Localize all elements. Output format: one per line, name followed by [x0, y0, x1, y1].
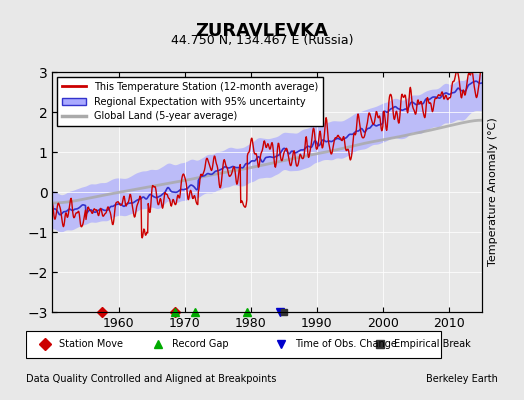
FancyBboxPatch shape: [26, 331, 441, 358]
Text: Empirical Break: Empirical Break: [394, 339, 471, 349]
Legend: This Temperature Station (12-month average), Regional Expectation with 95% uncer: This Temperature Station (12-month avera…: [57, 77, 323, 126]
Y-axis label: Temperature Anomaly (°C): Temperature Anomaly (°C): [488, 118, 498, 266]
Text: Time of Obs. Change: Time of Obs. Change: [295, 339, 397, 349]
Text: Record Gap: Record Gap: [172, 339, 229, 349]
Text: Station Move: Station Move: [59, 339, 123, 349]
Text: ZURAVLEVKA: ZURAVLEVKA: [195, 22, 329, 40]
Text: Berkeley Earth: Berkeley Earth: [426, 374, 498, 384]
Text: 44.750 N, 134.467 E (Russia): 44.750 N, 134.467 E (Russia): [171, 34, 353, 47]
Text: Data Quality Controlled and Aligned at Breakpoints: Data Quality Controlled and Aligned at B…: [26, 374, 277, 384]
